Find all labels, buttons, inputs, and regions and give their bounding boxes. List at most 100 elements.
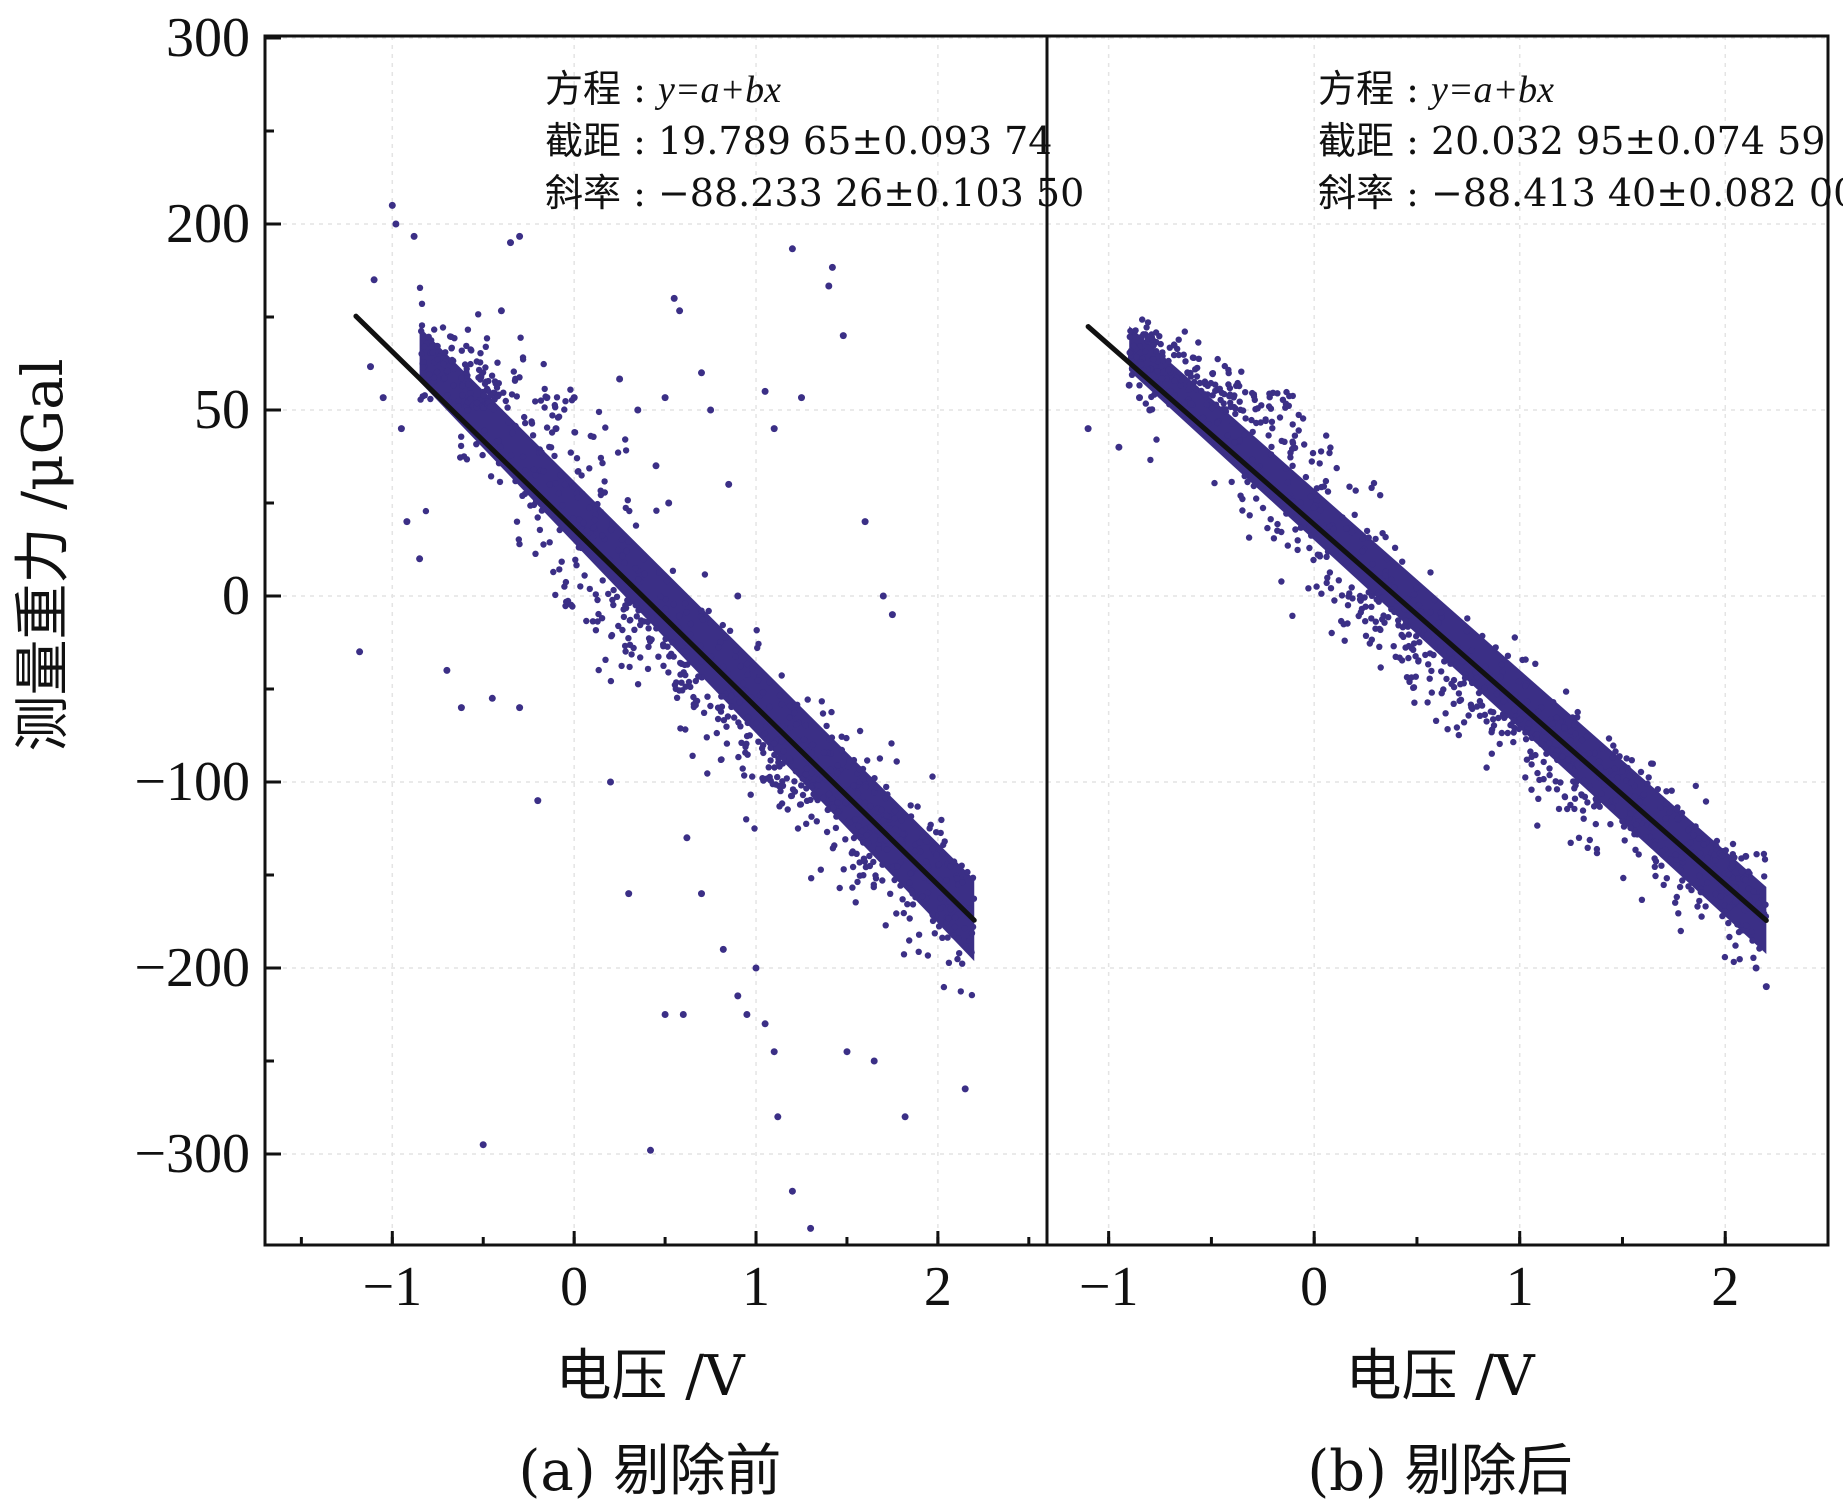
outlier-point <box>774 1113 782 1121</box>
point <box>1573 760 1581 768</box>
point <box>575 516 583 523</box>
outlier-point <box>670 294 678 302</box>
y-tick-label-3: 0 <box>222 565 250 627</box>
point <box>1586 836 1594 844</box>
caption-b: (b) 剔除后 <box>1307 1439 1572 1504</box>
point <box>739 765 746 772</box>
svg-text:方程 : y=a+bx: 方程 : y=a+bx <box>545 67 781 111</box>
point <box>692 701 699 709</box>
point <box>528 420 536 427</box>
point <box>1704 854 1711 862</box>
point <box>1165 357 1172 365</box>
point <box>446 333 454 340</box>
point <box>1745 868 1752 875</box>
point <box>870 858 877 866</box>
x-tick-label-a-3: 2 <box>924 1256 952 1318</box>
point <box>457 454 464 461</box>
point <box>648 636 655 643</box>
point <box>645 643 652 650</box>
point <box>567 449 574 456</box>
point <box>602 656 609 663</box>
point <box>1424 631 1431 639</box>
point <box>1425 661 1432 668</box>
point <box>1585 750 1593 757</box>
outlier-point <box>901 1113 909 1121</box>
outlier-point <box>665 499 673 507</box>
point <box>1151 391 1158 398</box>
point <box>620 613 628 621</box>
point <box>812 794 820 801</box>
point <box>1742 922 1750 929</box>
point <box>1546 740 1553 747</box>
point <box>1314 551 1322 558</box>
point <box>609 520 616 528</box>
point <box>861 858 868 865</box>
point <box>1270 535 1278 542</box>
point <box>1729 840 1737 848</box>
point <box>767 744 774 752</box>
point <box>595 610 602 618</box>
point <box>1365 589 1372 596</box>
x-tick-label-b-0: −1 <box>1079 1256 1139 1318</box>
point <box>1540 775 1547 783</box>
point <box>581 572 588 579</box>
svg-text:截距 : 20.032 95±0.074 59: 截距 : 20.032 95±0.074 59 <box>1318 119 1825 163</box>
point <box>1413 633 1420 640</box>
point <box>959 960 966 967</box>
point <box>481 380 489 387</box>
point <box>809 741 817 748</box>
point <box>559 502 566 509</box>
point <box>831 842 838 849</box>
point <box>802 771 810 778</box>
point <box>1657 804 1664 811</box>
outlier-point <box>1762 983 1770 991</box>
point <box>1345 593 1352 600</box>
point <box>519 453 527 460</box>
point <box>1335 577 1343 584</box>
point <box>777 787 784 795</box>
point <box>923 838 930 845</box>
point <box>717 708 725 715</box>
point <box>1496 740 1503 748</box>
intercept-b: 20.032 95±0.074 59 <box>1431 119 1825 163</box>
outlier-point <box>625 890 633 898</box>
point <box>864 757 871 764</box>
point <box>1430 651 1437 659</box>
point <box>875 845 882 853</box>
point <box>1659 848 1666 855</box>
point <box>1442 710 1449 717</box>
point <box>891 815 898 822</box>
point <box>1323 579 1330 587</box>
point <box>487 392 494 399</box>
point <box>873 784 881 791</box>
point <box>1500 697 1507 705</box>
point <box>1483 764 1490 771</box>
point <box>1294 537 1301 544</box>
outlier-point <box>1187 400 1195 408</box>
point <box>589 533 597 541</box>
point <box>1166 344 1174 351</box>
outlier-point <box>1084 425 1092 433</box>
point <box>817 866 824 873</box>
point <box>618 662 625 670</box>
point <box>587 432 594 440</box>
point <box>1295 427 1302 434</box>
point <box>622 648 629 655</box>
point <box>422 507 430 515</box>
point <box>749 773 756 780</box>
outlier-point <box>1742 852 1750 860</box>
point <box>1552 752 1559 759</box>
point <box>595 408 603 416</box>
point <box>849 863 857 871</box>
point <box>1254 405 1261 412</box>
point <box>583 617 590 625</box>
point <box>479 451 486 459</box>
point <box>1316 460 1323 467</box>
point <box>917 848 924 855</box>
point <box>1424 699 1431 706</box>
x-tick-label-b-3: 2 <box>1711 1256 1739 1318</box>
point <box>945 959 953 966</box>
point <box>1221 362 1229 370</box>
point <box>961 925 968 932</box>
point <box>1729 861 1736 868</box>
